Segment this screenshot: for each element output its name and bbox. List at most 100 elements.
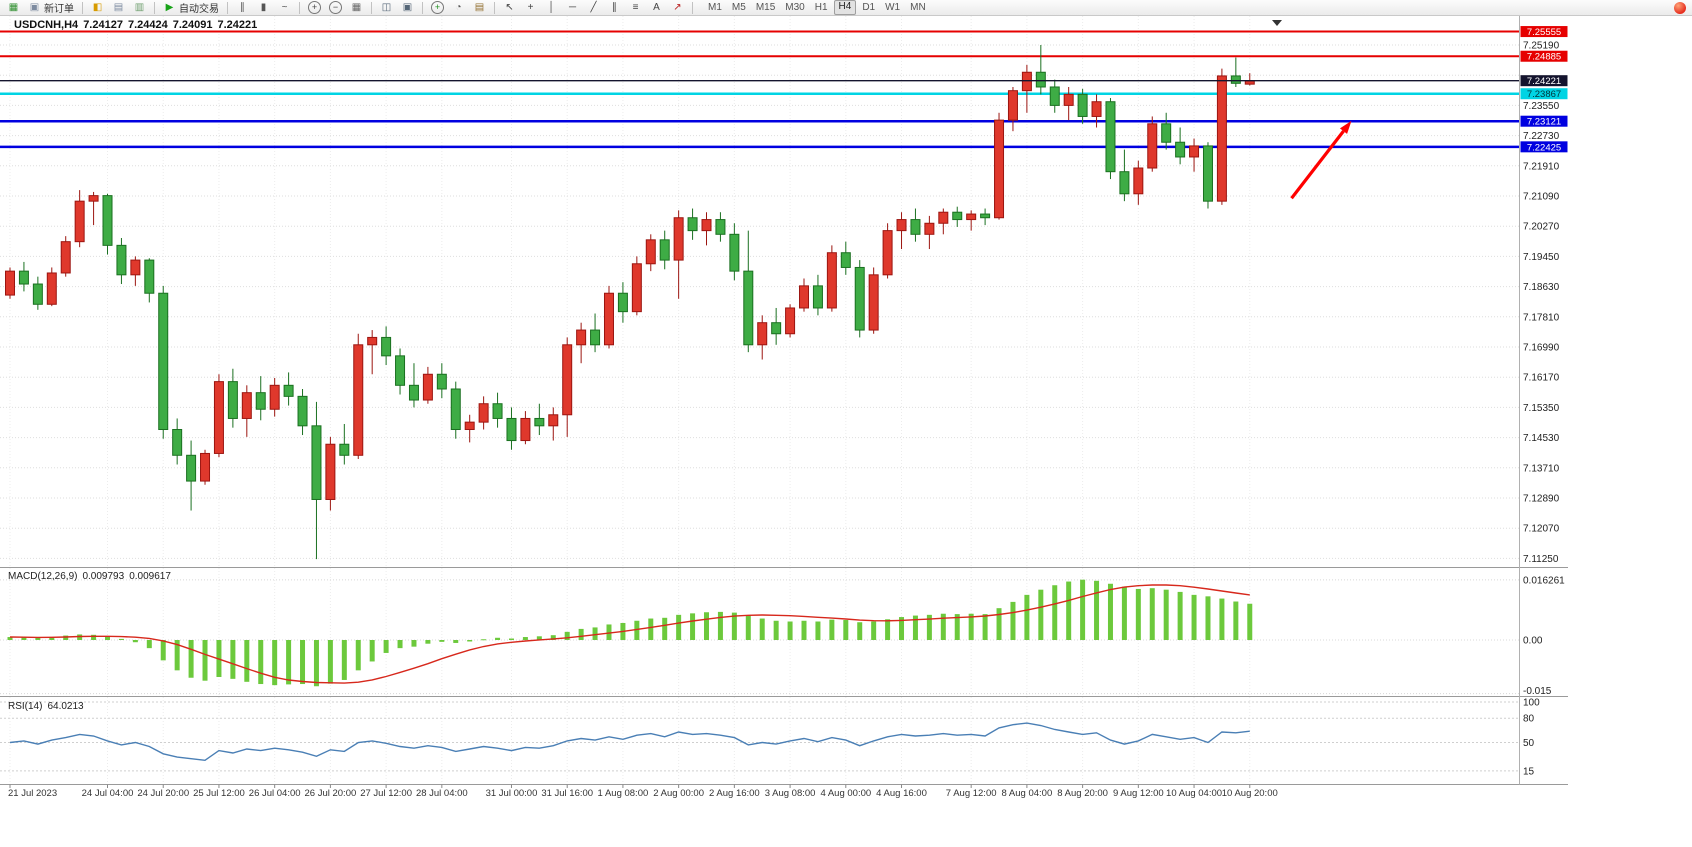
timeframe-m30[interactable]: M30: [785, 2, 805, 13]
macd-bar: [926, 614, 932, 640]
macd-bar: [662, 617, 668, 640]
candle: [325, 443, 336, 500]
macd-bar: [244, 640, 250, 682]
candle: [464, 421, 475, 431]
candle: [785, 307, 796, 335]
time-axis[interactable]: 21 Jul 2023 24 Jul 04:00 24 Jul 20:00 25 Ju…: [8, 784, 1278, 800]
line-chart-icon[interactable]: ~: [274, 1, 295, 15]
bar-chart-icon[interactable]: ∥: [232, 1, 253, 15]
macd-bar: [717, 611, 723, 640]
timeframe-h4[interactable]: H4: [833, 0, 857, 15]
candle: [436, 373, 447, 390]
candle: [450, 388, 461, 431]
timeframe-mn[interactable]: MN: [910, 2, 926, 13]
market-watch-icon[interactable]: ◧: [87, 1, 108, 15]
fibonacci-icon[interactable]: ≡: [625, 1, 646, 15]
bar-chart-icon: ∥: [240, 1, 245, 13]
macd-bar: [1149, 588, 1155, 640]
autotrade-icon: ▶: [165, 1, 174, 13]
zoom-in-icon[interactable]: +: [304, 1, 325, 15]
candlestick-chart-icon[interactable]: ▮: [253, 1, 274, 15]
candle: [812, 285, 823, 309]
macd-bar: [759, 618, 765, 640]
macd-bar: [801, 620, 807, 640]
candle: [603, 292, 614, 346]
price-tick-label: 7.22730: [1523, 131, 1560, 142]
candle: [562, 344, 573, 416]
price-axis[interactable]: 7.25190 7.23550 7.22730 7.21910 7.21090 7.202…: [1520, 26, 1568, 565]
macd-bar: [745, 615, 751, 640]
macd-bar: [996, 608, 1002, 640]
candle: [60, 241, 71, 274]
autotrade-button[interactable]: ▶ 自动交易: [159, 1, 223, 15]
macd-signal-line: [9, 584, 1250, 684]
horizontal-line-icon[interactable]: ─: [562, 1, 583, 15]
arrows-icon[interactable]: ↗: [667, 1, 688, 15]
annotation-arrow[interactable]: [1290, 120, 1352, 200]
candle: [32, 283, 43, 305]
timeframe-m5[interactable]: M5: [731, 2, 746, 13]
price-tick-label: 7.25190: [1523, 41, 1560, 52]
templates-icon[interactable]: ▤: [469, 1, 490, 15]
macd-bar: [174, 640, 180, 671]
candle: [46, 272, 57, 305]
notification-icon[interactable]: [1674, 2, 1686, 14]
crosshair-icon[interactable]: +: [520, 1, 541, 15]
macd-bar: [230, 640, 236, 679]
text-icon[interactable]: A: [646, 1, 667, 15]
zoom-out-icon[interactable]: −: [325, 1, 346, 15]
time-label: 31 Jul 16:00: [541, 788, 593, 799]
cascade-windows-icon[interactable]: ▣: [397, 1, 418, 15]
grid-icon[interactable]: ▦: [346, 1, 367, 15]
macd-bar: [105, 636, 111, 640]
tile-windows-icon[interactable]: ◫: [376, 1, 397, 15]
timeframe-w1[interactable]: W1: [885, 2, 901, 13]
candle: [172, 429, 183, 456]
candle: [826, 252, 837, 309]
candle: [227, 381, 238, 419]
rsi-level-label: 15: [1523, 766, 1535, 777]
templates-icon: ▤: [474, 1, 485, 13]
toolbar-separator: [82, 1, 83, 14]
channel-icon[interactable]: ∥: [604, 1, 625, 15]
macd-bar: [982, 614, 988, 640]
autoscroll-marker[interactable]: [1272, 20, 1282, 26]
candle: [799, 285, 810, 309]
timeframe-d1[interactable]: D1: [862, 2, 876, 13]
timeframe-m15[interactable]: M15: [755, 2, 776, 13]
macd-bar: [397, 640, 403, 649]
candle: [590, 329, 601, 346]
timeframe-m1[interactable]: M1: [708, 2, 722, 13]
rsi-name: RSI(14): [8, 701, 43, 712]
macd-bar: [286, 640, 292, 685]
cursor-icon[interactable]: ↖: [499, 1, 520, 15]
time-label: 24 Jul 20:00: [137, 788, 189, 799]
toolbar-separator: [299, 1, 300, 14]
candlestick-chart-icon: ▮: [260, 1, 267, 13]
price-badge-label: 7.23867: [1527, 89, 1561, 100]
macd-bar: [940, 613, 946, 640]
timeframe-h1[interactable]: H1: [814, 2, 828, 13]
macd-bar: [1038, 589, 1044, 640]
macd-indicator-label: MACD(12,26,9) 0.009793 0.009617: [8, 571, 176, 582]
candle: [1133, 167, 1144, 195]
zoom-in-icon: +: [308, 1, 321, 14]
price-tick-label: 7.21090: [1523, 192, 1560, 203]
candle: [144, 259, 155, 294]
candle: [200, 452, 211, 482]
candle: [645, 239, 656, 265]
rsi-value: 64.0213: [47, 701, 84, 712]
indicators-icon[interactable]: +: [427, 1, 448, 15]
navigator-icon[interactable]: ▥: [129, 1, 150, 15]
new-chart-icon[interactable]: ▦: [3, 1, 24, 15]
trendline-icon[interactable]: ╱: [583, 1, 604, 15]
vertical-line-icon[interactable]: │: [541, 1, 562, 15]
time-label: 10 Aug 04:00: [1166, 788, 1222, 799]
line-chart-icon: ~: [281, 1, 288, 13]
periods-icon[interactable]: ◔: [448, 1, 469, 15]
data-window-icon[interactable]: ▤: [108, 1, 129, 15]
macd-bar: [550, 635, 556, 640]
new-order-button[interactable]: ▣ 新订单: [24, 1, 78, 15]
candle: [868, 274, 879, 331]
